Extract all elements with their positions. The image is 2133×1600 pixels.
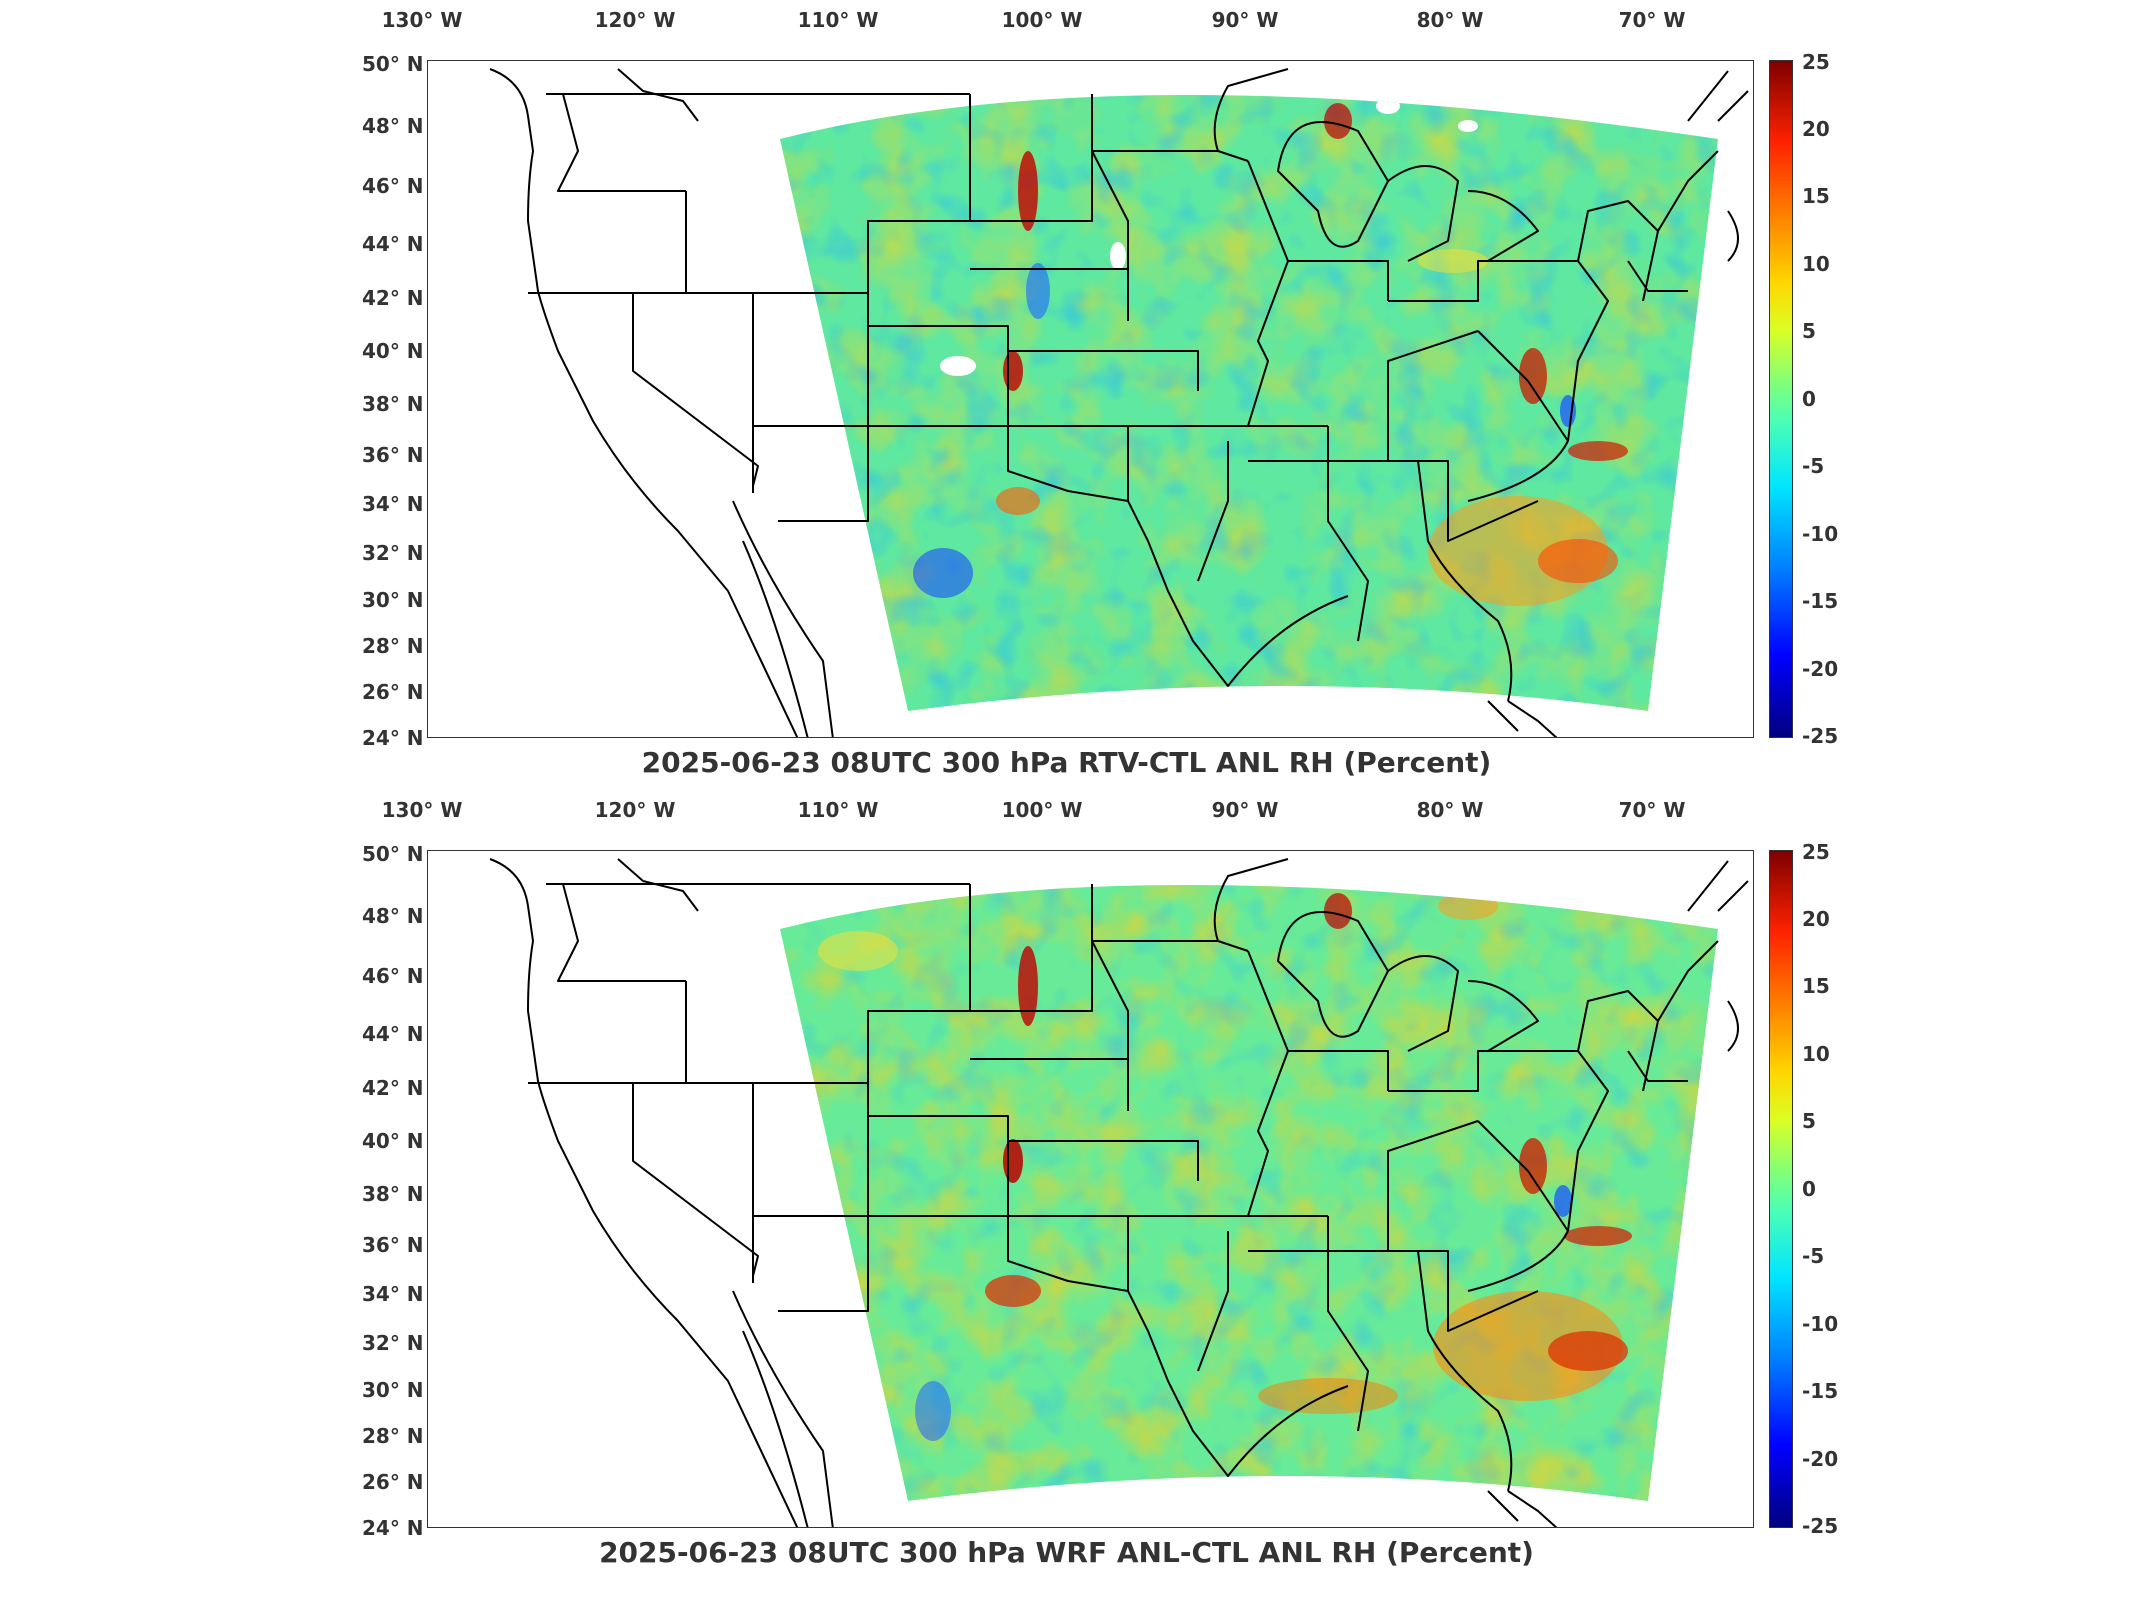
lat-label-24n: 24° N xyxy=(362,1516,424,1540)
colorbar-tick: 25 xyxy=(1802,50,1830,74)
colorbar-tick: 10 xyxy=(1802,1042,1830,1066)
lat-label-46n: 46° N xyxy=(362,964,424,988)
lon-label-110w: 110° W xyxy=(797,798,879,822)
lon-label-100w: 100° W xyxy=(1001,8,1083,32)
lat-label-38n: 38° N xyxy=(362,1182,424,1206)
colorbar-tick: -15 xyxy=(1802,589,1839,613)
lat-label-36n: 36° N xyxy=(362,443,424,467)
rh-field xyxy=(780,95,1718,711)
lat-label-26n: 26° N xyxy=(362,1470,424,1494)
colorbar xyxy=(1769,60,1793,738)
map-panel-rtv-ctl: 130° W 120° W 110° W 100° W 90° W 80° W … xyxy=(362,8,1839,779)
colorbar-tick: -10 xyxy=(1802,522,1839,546)
colorbar-tick: -5 xyxy=(1802,1244,1825,1268)
lat-label-48n: 48° N xyxy=(362,114,424,138)
lon-label-100w: 100° W xyxy=(1001,798,1083,822)
lat-label-44n: 44° N xyxy=(362,1022,424,1046)
lat-label-34n: 34° N xyxy=(362,1282,424,1306)
lat-label-46n: 46° N xyxy=(362,174,424,198)
lat-label-30n: 30° N xyxy=(362,1378,424,1402)
colorbar-tick: -25 xyxy=(1802,724,1839,748)
panel-title: 2025-06-23 08UTC 300 hPa WRF ANL-CTL ANL… xyxy=(599,1536,1534,1569)
colorbar-tick: 10 xyxy=(1802,252,1830,276)
lat-label-34n: 34° N xyxy=(362,492,424,516)
colorbar-tick: 20 xyxy=(1802,907,1830,931)
lat-label-30n: 30° N xyxy=(362,588,424,612)
lat-label-50n: 50° N xyxy=(362,52,424,76)
lat-label-38n: 38° N xyxy=(362,392,424,416)
lon-label-130w: 130° W xyxy=(381,798,463,822)
lat-label-28n: 28° N xyxy=(362,1424,424,1448)
lat-label-40n: 40° N xyxy=(362,1129,424,1153)
lat-label-42n: 42° N xyxy=(362,1076,424,1100)
lat-label-24n: 24° N xyxy=(362,726,424,750)
lon-label-120w: 120° W xyxy=(594,798,676,822)
colorbar-tick: -25 xyxy=(1802,1514,1839,1538)
lat-label-26n: 26° N xyxy=(362,680,424,704)
lat-label-36n: 36° N xyxy=(362,1233,424,1257)
colorbar-tick: -20 xyxy=(1802,1447,1839,1471)
colorbar-tick: 25 xyxy=(1802,840,1830,864)
lat-label-32n: 32° N xyxy=(362,1331,424,1355)
lon-label-80w: 80° W xyxy=(1416,798,1484,822)
map-plot-area xyxy=(427,850,1754,1528)
panel-title: 2025-06-23 08UTC 300 hPa RTV-CTL ANL RH … xyxy=(641,746,1492,779)
lat-label-48n: 48° N xyxy=(362,904,424,928)
colorbar-tick: -20 xyxy=(1802,657,1839,681)
lon-label-130w: 130° W xyxy=(381,8,463,32)
lat-label-44n: 44° N xyxy=(362,232,424,256)
colorbar-tick: -5 xyxy=(1802,454,1825,478)
lon-label-120w: 120° W xyxy=(594,8,676,32)
colorbar-tick: -15 xyxy=(1802,1379,1839,1403)
lat-label-42n: 42° N xyxy=(362,286,424,310)
lon-label-70w: 70° W xyxy=(1618,8,1686,32)
colorbar-tick: 15 xyxy=(1802,184,1830,208)
colorbar-tick: 5 xyxy=(1802,319,1816,343)
colorbar-tick: 20 xyxy=(1802,117,1830,141)
coastline-borders xyxy=(489,858,1749,1527)
map-panel-wrf-ctl: 130° W 120° W 110° W 100° W 90° W 80° W … xyxy=(0,790,2133,1590)
lat-label-32n: 32° N xyxy=(362,541,424,565)
lon-label-80w: 80° W xyxy=(1416,8,1484,32)
colorbar-tick: 0 xyxy=(1802,1177,1816,1201)
colorbar-tick: 5 xyxy=(1802,1109,1816,1133)
colorbar-tick: 15 xyxy=(1802,974,1830,998)
map-plot-area xyxy=(427,60,1754,738)
lon-label-90w: 90° W xyxy=(1211,8,1279,32)
lon-label-70w: 70° W xyxy=(1618,798,1686,822)
lon-label-90w: 90° W xyxy=(1211,798,1279,822)
coastline-borders xyxy=(489,68,1749,737)
lon-label-110w: 110° W xyxy=(797,8,879,32)
colorbar xyxy=(1769,850,1793,1528)
colorbar-tick: 0 xyxy=(1802,387,1816,411)
rh-difference-map xyxy=(489,858,1749,1527)
lat-label-40n: 40° N xyxy=(362,339,424,363)
lat-label-50n: 50° N xyxy=(362,842,424,866)
rh-field xyxy=(780,885,1718,1501)
colorbar-tick: -10 xyxy=(1802,1312,1839,1336)
lat-label-28n: 28° N xyxy=(362,634,424,658)
rh-difference-map xyxy=(489,68,1749,737)
